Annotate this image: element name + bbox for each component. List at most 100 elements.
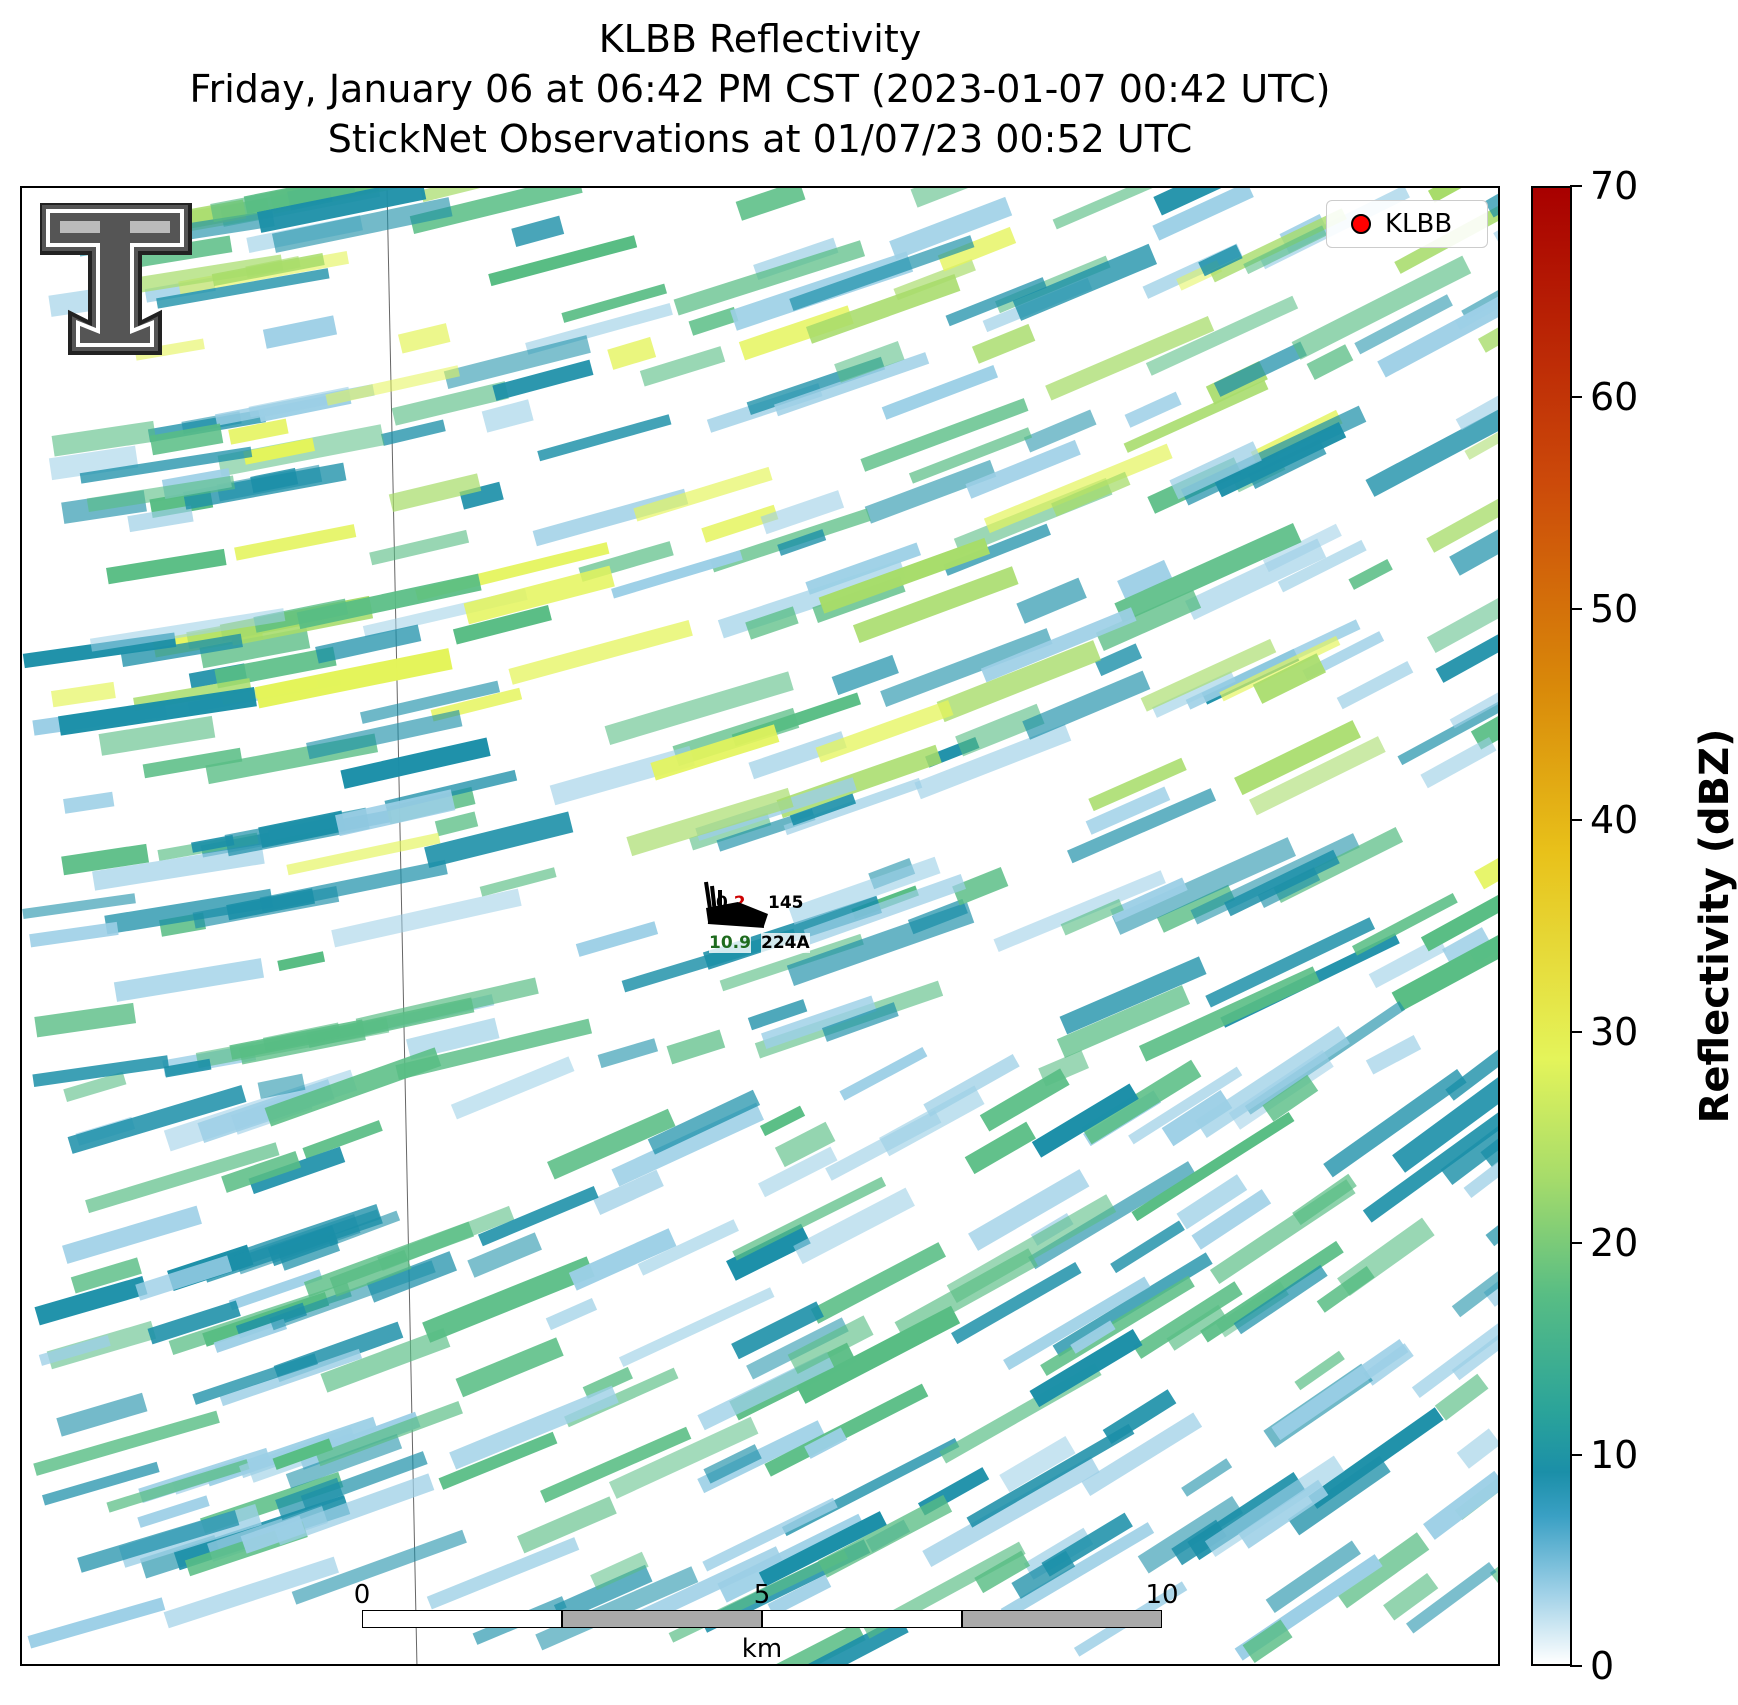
reflectivity-cell: [839, 1046, 928, 1101]
station-pressure: 145: [768, 893, 804, 913]
reflectivity-cell: [666, 1029, 726, 1065]
reflectivity-cell: [1204, 1455, 1345, 1558]
reflectivity-cell: [492, 359, 594, 401]
reflectivity-cell: [767, 1574, 832, 1617]
reflectivity-cell: [639, 346, 726, 387]
colorbar-tick-label: 10: [1590, 1432, 1639, 1477]
reflectivity-cell: [1440, 1100, 1498, 1185]
reflectivity-cell: [1200, 1240, 1344, 1343]
reflectivity-cell: [33, 1410, 220, 1476]
reflectivity-cell: [137, 1495, 210, 1528]
reflectivity-cell: [56, 1392, 148, 1437]
reflectivity-cell: [1316, 1266, 1375, 1313]
reflectivity-cell: [253, 598, 349, 633]
reflectivity-cell: [1368, 936, 1447, 989]
reflectivity-cell: [449, 1385, 619, 1470]
reflectivity-cell: [1152, 188, 1254, 241]
colorbar-tick-label: 0: [1590, 1644, 1615, 1688]
reflectivity-cell: [1233, 1264, 1328, 1335]
reflectivity-cell: [380, 419, 446, 446]
colorbar-tick-label: 40: [1590, 798, 1639, 843]
reflectivity-cell: [38, 1334, 111, 1366]
colorbar-tick: [1570, 1242, 1582, 1245]
reflectivity-cell: [199, 627, 311, 669]
reflectivity-cell: [41, 1461, 160, 1506]
reflectivity-cell: [320, 1328, 451, 1393]
reflectivity-cell: [783, 777, 923, 836]
reflectivity-cell: [1051, 471, 1131, 517]
reflectivity-cell: [937, 226, 1017, 272]
radar-map[interactable]: [20, 186, 1500, 1666]
reflectivity-cell: [1023, 409, 1097, 453]
reflectivity-cell: [1117, 559, 1173, 599]
reflectivity-cell: [1306, 344, 1354, 380]
reflectivity-cell: [1427, 188, 1498, 203]
reflectivity-cell: [968, 1169, 1090, 1251]
reflectivity-cell: [805, 542, 922, 595]
reflectivity-cell: [802, 1615, 909, 1664]
reflectivity-cell: [1362, 1105, 1498, 1223]
reflectivity-cell: [852, 566, 1019, 644]
reflectivity-cell: [1455, 277, 1498, 330]
reflectivity-cell: [1442, 927, 1490, 963]
reflectivity-layer: [22, 188, 1498, 1664]
reflectivity-cell: [545, 1298, 598, 1331]
reflectivity-cell: [608, 1416, 759, 1499]
reflectivity-cell: [34, 1002, 137, 1038]
reflectivity-cell: [805, 273, 961, 344]
colorbar-tick: [1570, 396, 1582, 399]
reflectivity-cell: [568, 1228, 677, 1291]
reflectivity-cell: [1426, 471, 1498, 553]
reflectivity-cell: [50, 681, 116, 708]
reflectivity-cell: [650, 724, 780, 781]
reflectivity-cell: [67, 1085, 247, 1154]
reflectivity-cell: [443, 335, 591, 389]
reflectivity-cell: [424, 811, 574, 869]
reflectivity-cell: [1449, 464, 1498, 576]
reflectivity-cell: [1420, 736, 1497, 789]
reflectivity-cell: [747, 999, 808, 1031]
reflectivity-cell: [637, 1219, 739, 1276]
reflectivity-cell: [834, 341, 905, 383]
reflectivity-cell: [228, 1269, 323, 1311]
reflectivity-cell: [535, 1566, 699, 1651]
station-dewpoint: 10.9: [709, 933, 751, 953]
reflectivity-cell: [264, 1047, 442, 1127]
reflectivity-cell: [1262, 523, 1342, 573]
reflectivity-cell: [1052, 188, 1224, 230]
reflectivity-cell: [262, 1022, 341, 1052]
reflectivity-cell: [943, 523, 1051, 576]
reflectivity-cell: [277, 951, 326, 972]
reflectivity-cell: [1128, 1066, 1243, 1145]
colorbar-tick-label: 20: [1590, 1221, 1639, 1266]
reflectivity-cell: [774, 1121, 836, 1168]
reflectivity-cell: [1277, 539, 1367, 593]
reflectivity-cell: [758, 1511, 887, 1587]
reflectivity-cell: [1176, 1174, 1248, 1230]
reflectivity-cell: [1145, 295, 1299, 376]
reflectivity-cell: [980, 607, 1137, 683]
reflectivity-cell: [127, 505, 194, 533]
reflectivity-cell: [703, 1444, 762, 1484]
reflectivity-cell: [274, 1473, 435, 1546]
reflectivity-cell: [388, 473, 482, 513]
reflectivity-cell: [1070, 1320, 1116, 1354]
reflectivity-cell: [104, 888, 274, 935]
reflectivity-cell: [1464, 421, 1498, 460]
reflectivity-cell: [256, 188, 427, 233]
reflectivity-cell: [48, 445, 139, 481]
reflectivity-cell: [1234, 720, 1361, 796]
reflectivity-cell: [29, 921, 119, 948]
reflectivity-cell: [248, 386, 351, 418]
reflectivity-cell: [1131, 1111, 1295, 1222]
reflectivity-cell: [1137, 1496, 1244, 1574]
reflectivity-cell: [156, 268, 330, 309]
reflectivity-cell: [1123, 379, 1269, 453]
reflectivity-cell: [1348, 558, 1393, 590]
scale-label-10: 10: [1145, 1580, 1179, 1610]
reflectivity-cell: [1003, 1276, 1151, 1371]
reflectivity-cell: [787, 1315, 874, 1375]
reflectivity-cell: [825, 1110, 942, 1181]
reflectivity-cell: [1423, 1470, 1498, 1540]
scale-label-5: 5: [753, 1580, 771, 1610]
